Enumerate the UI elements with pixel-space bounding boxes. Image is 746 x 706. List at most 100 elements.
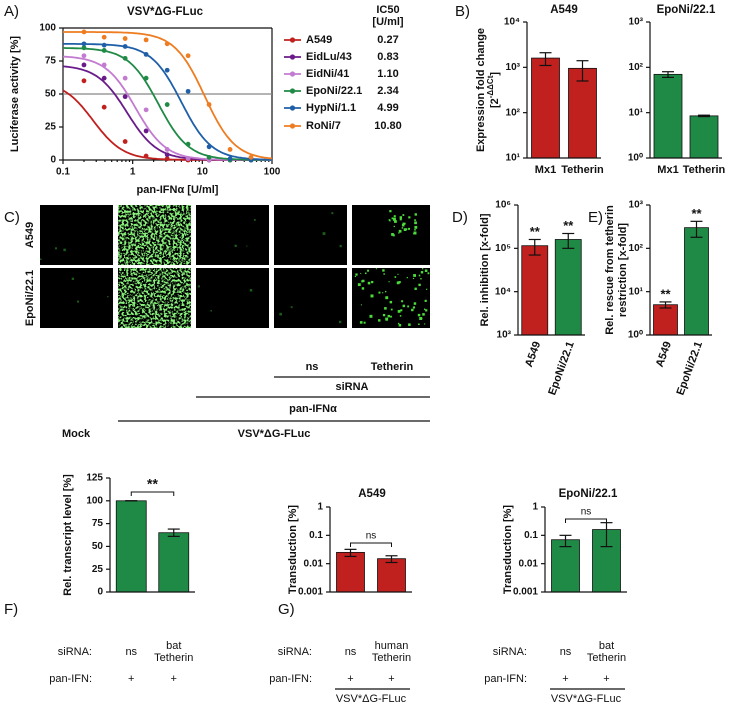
table-cell: Tetherin xyxy=(372,652,411,664)
y-tick-label: 10⁰ xyxy=(628,153,643,164)
speck xyxy=(378,319,381,322)
y-tick-label: 0 xyxy=(97,587,103,598)
speck xyxy=(394,220,397,223)
data-point xyxy=(122,36,128,41)
speck xyxy=(391,217,394,220)
legend-marker xyxy=(289,54,296,60)
speck xyxy=(331,212,334,215)
y-tick-label: 10² xyxy=(629,243,644,254)
speck xyxy=(384,307,387,310)
table-row-label: pan-IFN: xyxy=(49,673,92,685)
bar xyxy=(568,67,597,159)
speck xyxy=(396,281,400,285)
speck xyxy=(393,225,395,228)
speck xyxy=(413,302,417,305)
speck xyxy=(419,317,423,320)
table-row-label: siRNA: xyxy=(278,646,312,658)
data-point xyxy=(185,88,191,94)
y-axis-label: Rel. transcript level [%] xyxy=(62,474,74,596)
error-bar xyxy=(662,71,674,78)
panel-label: F) xyxy=(4,601,18,618)
speck xyxy=(354,275,356,278)
data-point xyxy=(122,75,128,81)
y-tick-label: 0.01 xyxy=(304,558,324,569)
legend-marker xyxy=(289,71,296,77)
speck xyxy=(63,248,66,252)
fit-curve xyxy=(63,31,273,160)
speck xyxy=(359,321,363,324)
x-tick-label: Tetherin xyxy=(561,164,604,176)
bar xyxy=(689,115,719,159)
speck xyxy=(279,312,282,316)
ic50-label: 0.27 xyxy=(377,34,398,46)
speck xyxy=(389,220,391,222)
bar xyxy=(551,539,580,593)
data-point xyxy=(143,37,149,43)
speck xyxy=(408,323,411,326)
chart-title: VSV*ΔG-FLuc xyxy=(127,6,204,18)
data-point xyxy=(227,156,233,162)
data-point xyxy=(143,128,149,134)
data-point xyxy=(206,154,212,160)
unit-part: [2 xyxy=(489,98,501,108)
speck xyxy=(414,287,417,290)
speck xyxy=(418,274,421,277)
speck xyxy=(397,309,401,313)
y-tick-label: 125 xyxy=(86,473,103,484)
bar xyxy=(158,532,190,593)
data-point xyxy=(81,29,87,35)
fit-curve xyxy=(62,65,272,161)
sirna-label: Tetherin xyxy=(371,361,414,373)
data-point xyxy=(227,147,233,152)
significance-label: ** xyxy=(660,286,671,301)
micrograph xyxy=(274,268,347,328)
speck xyxy=(367,281,371,285)
bar xyxy=(684,227,709,336)
table-cell: + xyxy=(171,673,177,685)
y-tick-label: 10⁰ xyxy=(628,330,643,341)
panel-label: E) xyxy=(588,209,603,226)
data-point xyxy=(164,152,170,158)
panel-label: D) xyxy=(452,209,468,226)
y-tick-label: 75 xyxy=(45,56,57,67)
y-tick-label: 10³ xyxy=(629,200,644,211)
y-tick-label: 0.01 xyxy=(519,558,539,569)
y-tick-label: 10¹ xyxy=(629,107,644,118)
speck xyxy=(392,217,396,221)
speck xyxy=(210,309,212,312)
y-axis-label: Rel. rescue from tetherin xyxy=(604,205,616,335)
speck xyxy=(399,218,402,221)
bar xyxy=(554,239,582,336)
speck xyxy=(370,294,374,298)
speck xyxy=(364,272,367,275)
error-bar xyxy=(528,238,541,256)
legend-label: EidNi/41 xyxy=(306,68,349,80)
y-tick-label: 0 xyxy=(50,155,56,166)
y-tick-label: 10³ xyxy=(506,62,521,73)
unit-part: -ΔΔCt xyxy=(486,75,495,98)
y-axis-unit: [2-ΔΔCt] xyxy=(486,72,501,108)
speck xyxy=(382,313,386,317)
error-bar xyxy=(344,548,357,558)
y-tick-label: 0.001 xyxy=(298,587,323,598)
speck xyxy=(390,308,393,311)
micrograph xyxy=(40,268,113,328)
x-tick-label: A549 xyxy=(654,340,674,369)
y-tick-label: 0.001 xyxy=(513,587,538,598)
speck xyxy=(389,300,393,304)
data-point xyxy=(101,104,107,110)
speck xyxy=(234,244,237,247)
group-label: siRNA xyxy=(335,381,368,393)
legend-header: [U/ml] xyxy=(372,16,404,28)
y-tick-label: 10⁴ xyxy=(504,17,520,28)
significance-label: ns xyxy=(366,531,377,542)
table-cell: ns xyxy=(345,646,357,658)
group-label: Mock xyxy=(62,428,91,440)
speck xyxy=(375,268,377,270)
speck xyxy=(413,231,417,235)
y-tick-label: 10³ xyxy=(629,17,644,28)
speck xyxy=(253,219,256,221)
micrograph xyxy=(40,205,113,265)
data-point xyxy=(81,78,87,84)
